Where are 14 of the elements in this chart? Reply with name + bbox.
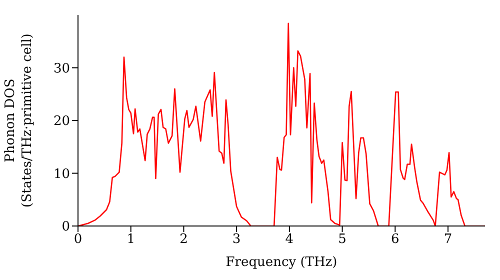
x-axis-title: Frequency (THz): [226, 255, 338, 270]
x-tick-label: 1: [126, 232, 135, 248]
x-tick-label: 2: [180, 232, 188, 248]
x-tick-label: 7: [444, 232, 452, 248]
x-tick-label: 3: [232, 232, 241, 248]
x-tick-label: 4: [285, 232, 294, 248]
y-tick-label: 0: [62, 220, 70, 235]
y-tick-label: 10: [53, 166, 70, 182]
y-tick-label: 30: [53, 61, 70, 76]
x-tick-label: 0: [74, 232, 82, 248]
y-axis-title: Phonon DOS (States/THz·primitive cell): [3, 33, 35, 208]
x-tick-label: 5: [338, 232, 346, 248]
y-tick-label: 20: [53, 114, 70, 130]
x-tick-label: 6: [391, 232, 400, 248]
